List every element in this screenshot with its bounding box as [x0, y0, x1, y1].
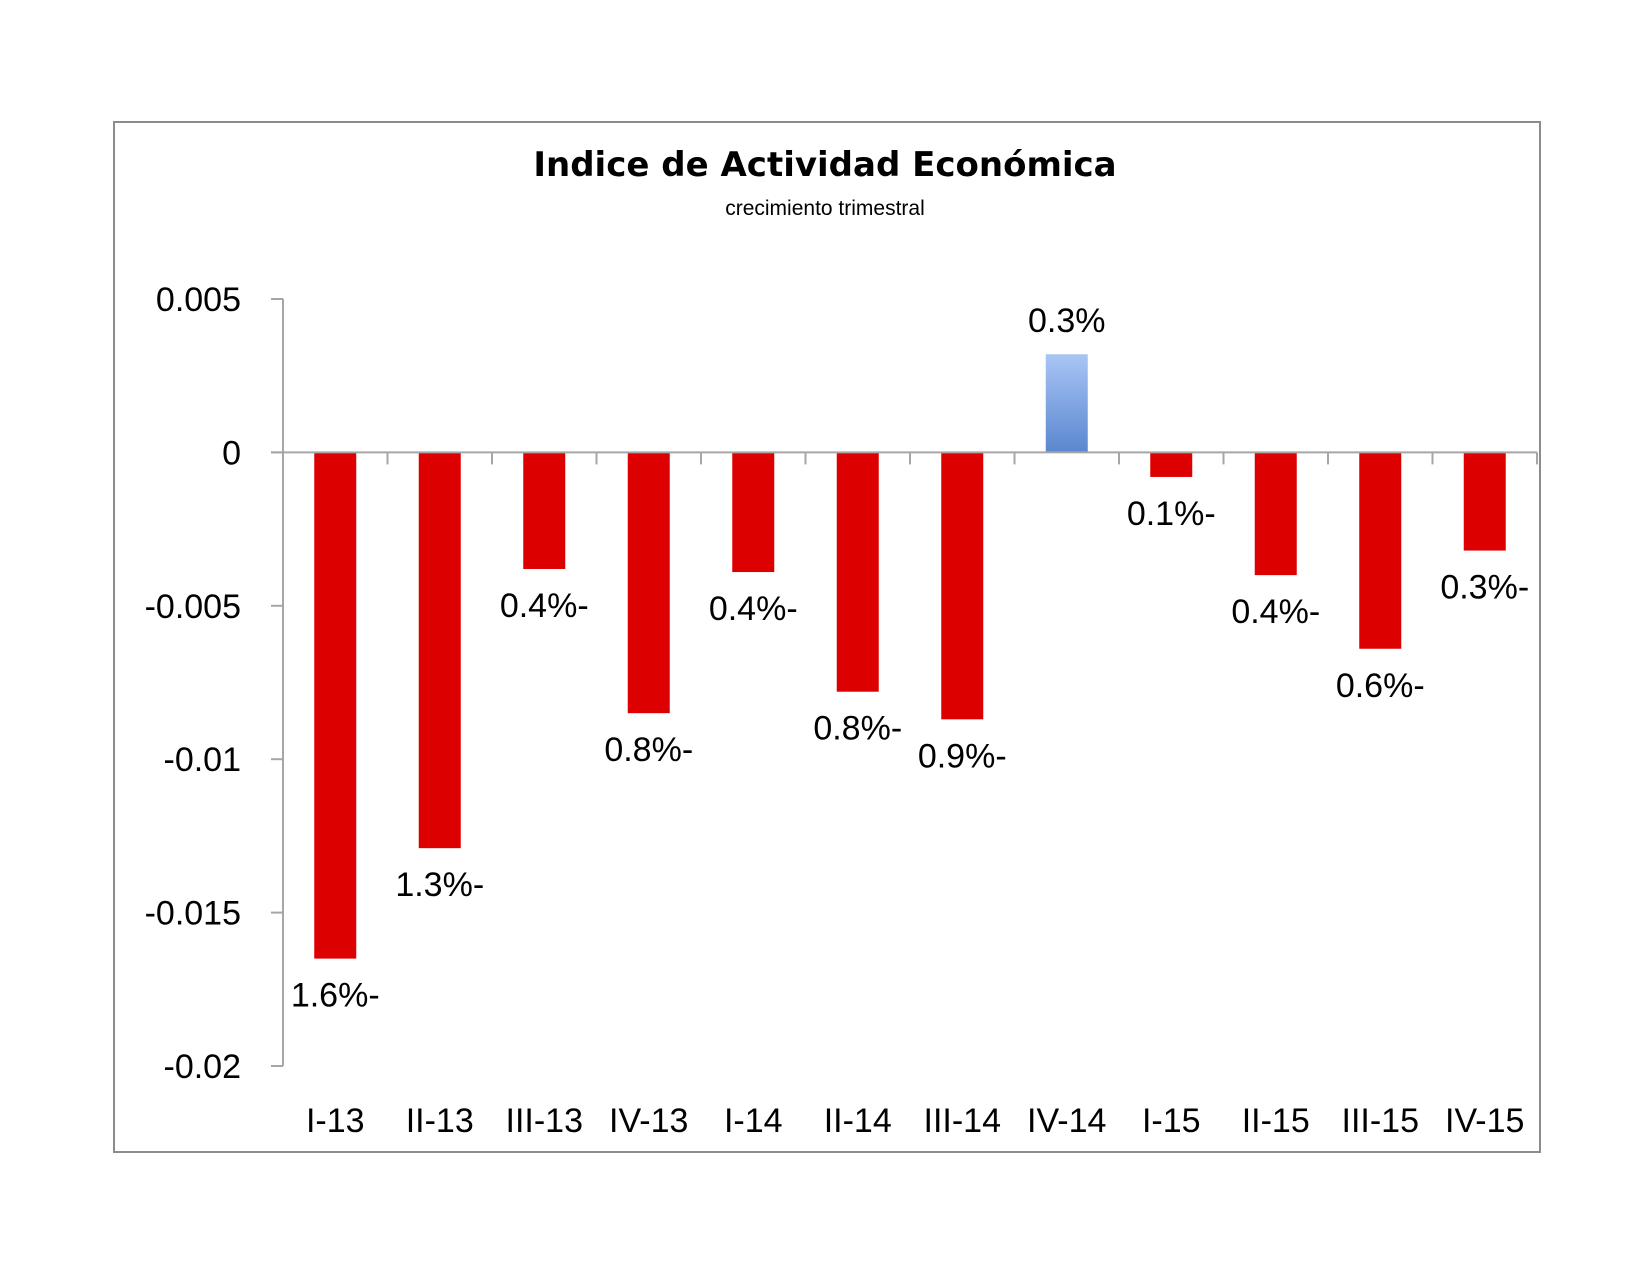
x-tick-label: IV-14	[1027, 1102, 1106, 1140]
data-label: 0.4%-	[709, 590, 798, 628]
data-label: 0.9%-	[918, 737, 1007, 775]
bar-i-14	[732, 452, 775, 573]
y-tick-label: -0.01	[164, 741, 242, 779]
data-label: 0.3%	[1028, 302, 1106, 340]
x-tick-label: II-13	[406, 1102, 474, 1140]
bar-ii-15	[1254, 452, 1297, 576]
y-tick-label: 0	[222, 434, 241, 472]
data-label: 0.8%-	[604, 731, 693, 769]
x-tick-label: III-15	[1342, 1102, 1419, 1140]
bar-ii-13	[418, 452, 461, 849]
x-tick-label: IV-15	[1445, 1102, 1524, 1140]
bar-i-15	[1150, 452, 1193, 477]
x-tick-label: I-13	[306, 1102, 365, 1140]
x-tick-label: II-15	[1242, 1102, 1310, 1140]
x-tick-label: III-13	[506, 1102, 583, 1140]
bar-iv-14	[1045, 354, 1088, 453]
bar-iii-14	[941, 452, 984, 720]
bar-i-13	[314, 452, 357, 959]
y-tick-label: 0.005	[156, 281, 241, 319]
x-tick-label: III-14	[924, 1102, 1001, 1140]
bar-iv-13	[627, 452, 670, 714]
data-label: 0.4%-	[500, 587, 589, 625]
chart-subtitle: crecimiento trimestral	[725, 197, 925, 220]
x-tick-label: I-15	[1142, 1102, 1201, 1140]
chart-title: Indice de Actividad Económica	[533, 145, 1117, 185]
data-label: 1.3%-	[395, 866, 484, 904]
y-tick-label: -0.02	[164, 1048, 242, 1086]
data-label: 0.3%-	[1440, 569, 1529, 607]
bar-ii-14	[836, 452, 879, 692]
y-tick-label: -0.005	[145, 588, 241, 626]
x-tick-label: I-14	[724, 1102, 783, 1140]
data-label: 1.6%-	[291, 977, 380, 1015]
data-label: 0.1%-	[1127, 495, 1216, 533]
bar-iv-15	[1463, 452, 1506, 551]
data-label: 0.6%-	[1336, 667, 1425, 705]
data-label: 0.8%-	[813, 710, 902, 748]
bar-iii-15	[1359, 452, 1402, 649]
x-tick-label: IV-13	[609, 1102, 688, 1140]
x-tick-label: II-14	[824, 1102, 892, 1140]
y-tick-label: -0.015	[145, 895, 241, 933]
bar-iii-13	[523, 452, 566, 569]
data-label: 0.4%-	[1231, 593, 1320, 631]
